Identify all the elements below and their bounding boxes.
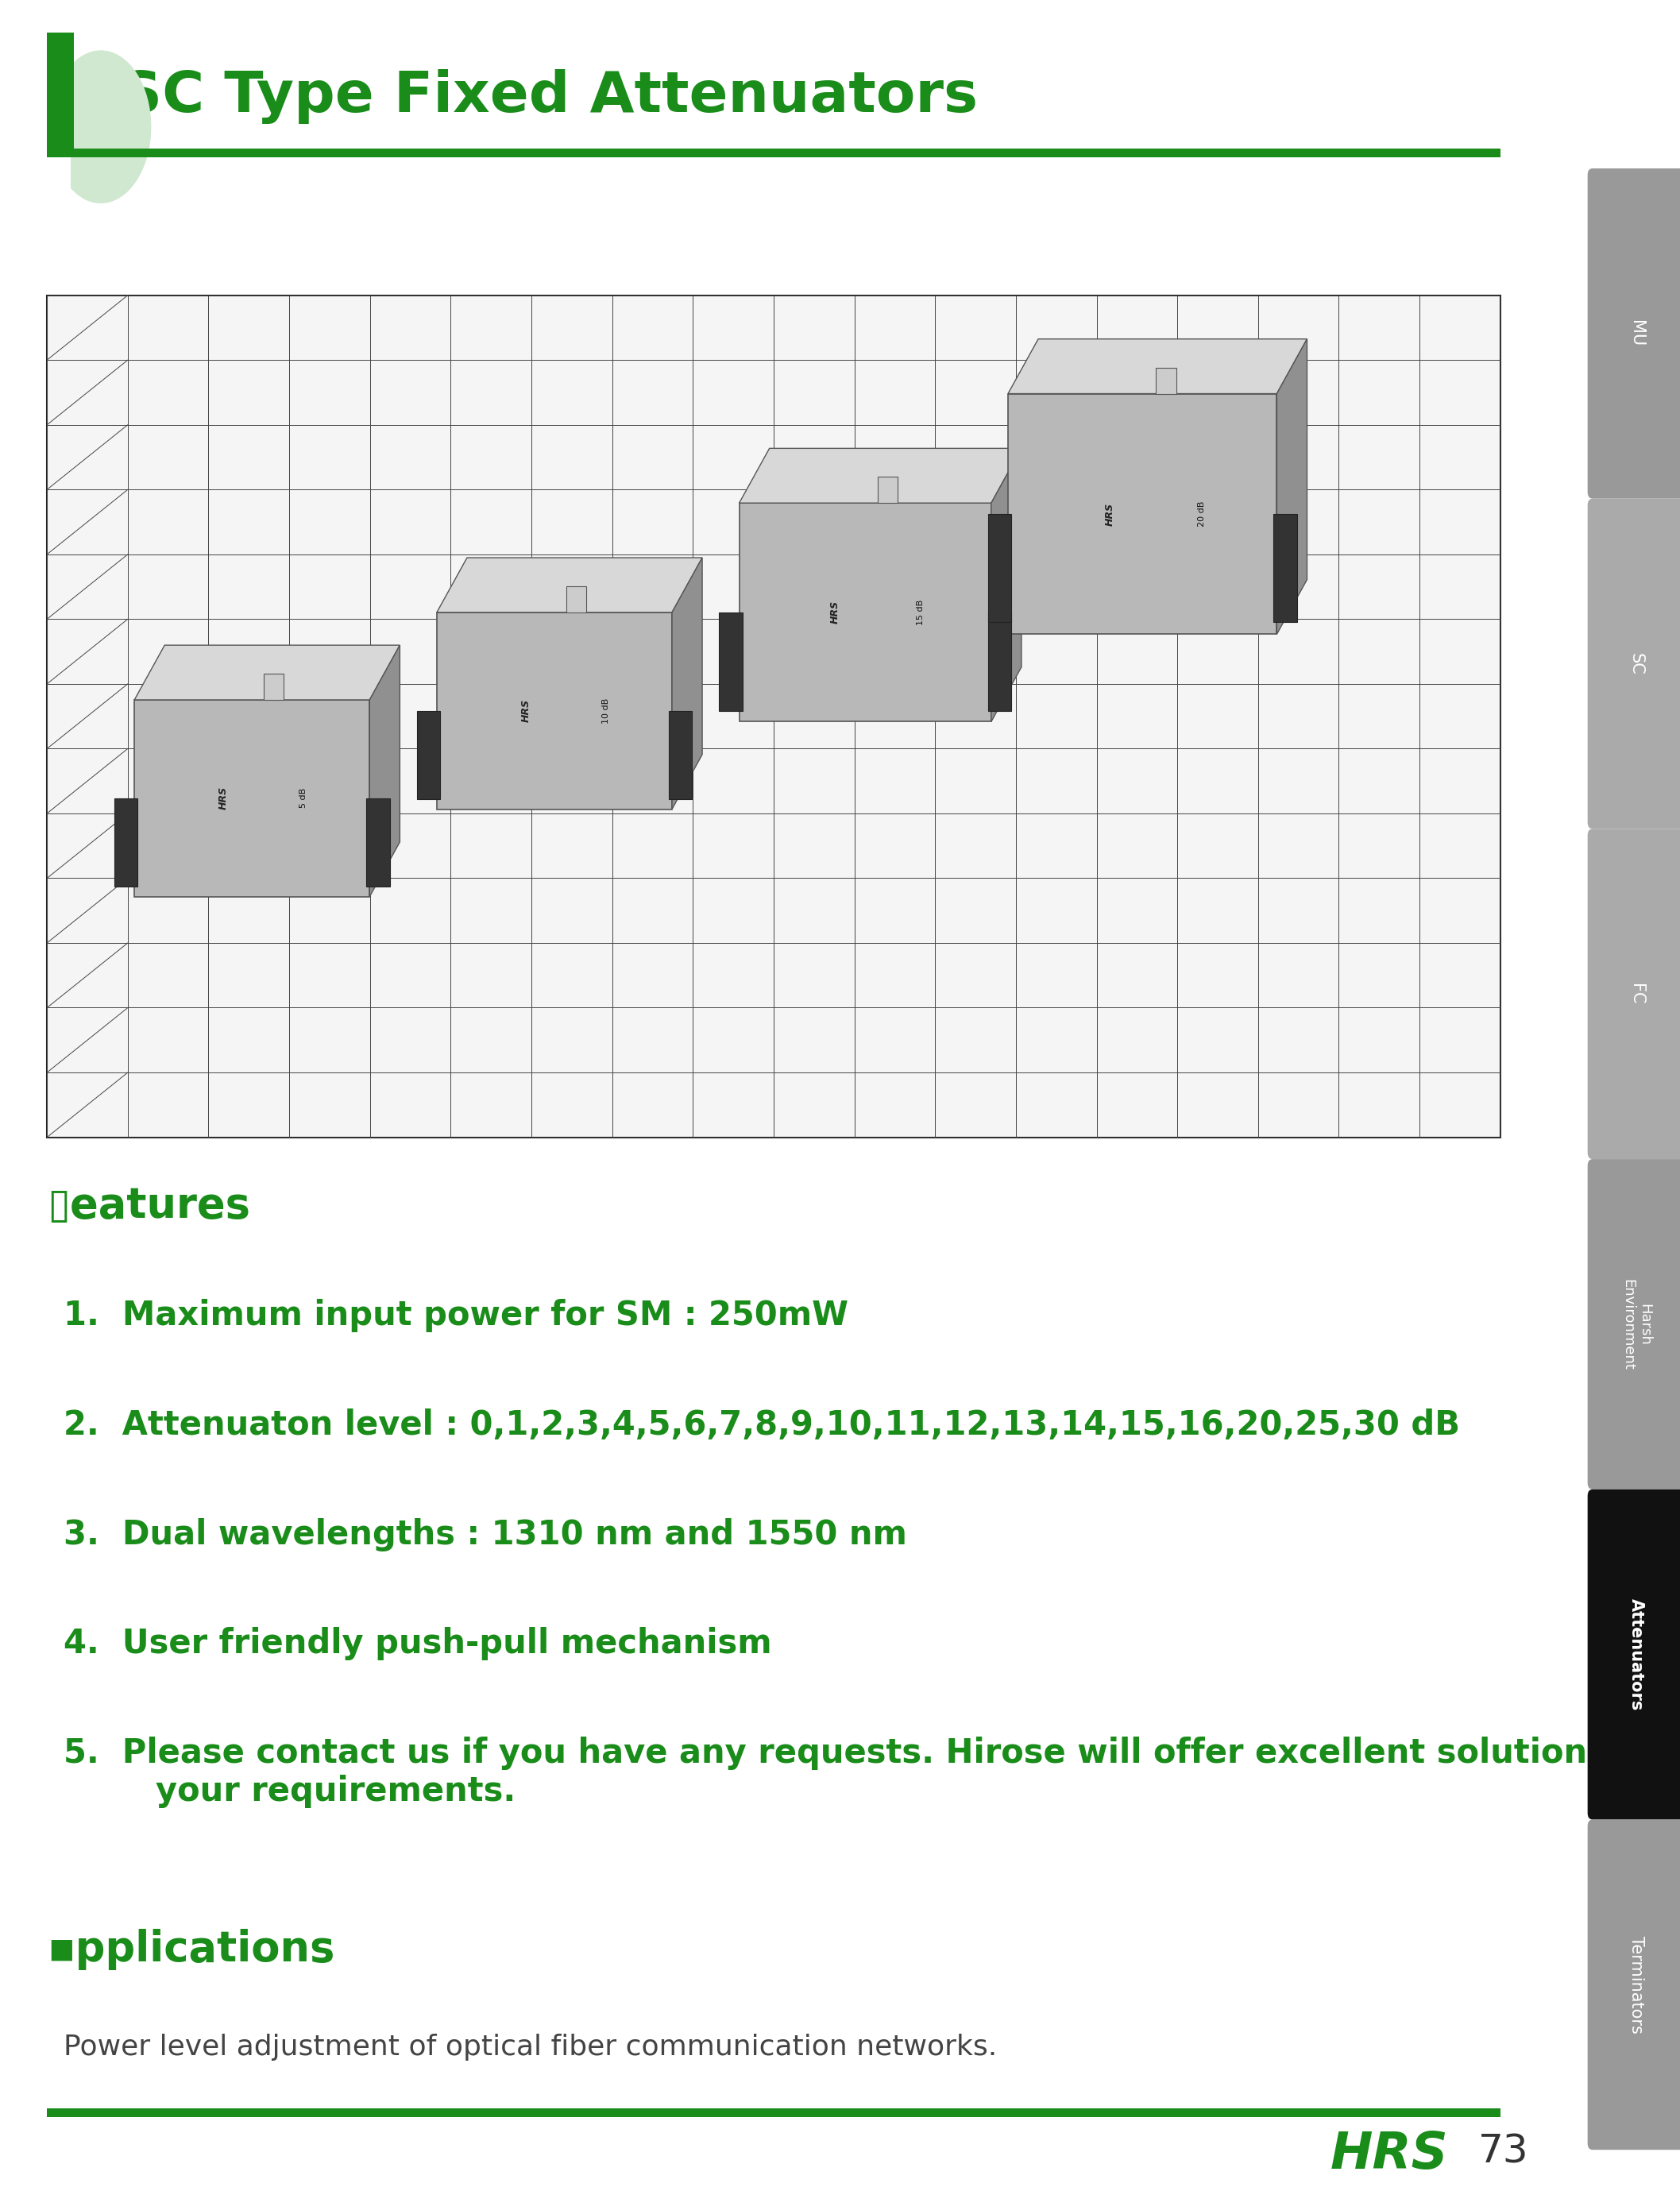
Text: 4.  User friendly push-pull mechanism: 4. User friendly push-pull mechanism xyxy=(64,1627,773,1660)
Bar xyxy=(1008,394,1277,634)
Text: ▪pplications: ▪pplications xyxy=(47,1929,334,1970)
Polygon shape xyxy=(1277,339,1307,634)
Text: HRS: HRS xyxy=(218,787,228,809)
Bar xyxy=(134,700,370,897)
Text: 15 dB: 15 dB xyxy=(917,599,924,625)
Bar xyxy=(739,503,991,722)
Polygon shape xyxy=(1008,339,1307,394)
Bar xyxy=(47,33,74,153)
FancyBboxPatch shape xyxy=(1588,168,1680,499)
FancyBboxPatch shape xyxy=(1588,1159,1680,1489)
Ellipse shape xyxy=(50,50,151,203)
Bar xyxy=(114,798,138,888)
Text: Power level adjustment of optical fiber communication networks.: Power level adjustment of optical fiber … xyxy=(64,2034,998,2060)
Polygon shape xyxy=(134,645,400,700)
Polygon shape xyxy=(991,448,1021,722)
Text: 73: 73 xyxy=(1478,2132,1529,2170)
Polygon shape xyxy=(437,558,702,612)
Bar xyxy=(47,2108,1500,2117)
Text: FC: FC xyxy=(1628,984,1645,1004)
Bar xyxy=(566,586,586,612)
Text: 5 dB: 5 dB xyxy=(299,787,307,809)
Bar xyxy=(1156,367,1176,394)
Bar xyxy=(47,295,1500,1137)
Text: HRS: HRS xyxy=(1331,2130,1448,2180)
FancyBboxPatch shape xyxy=(1588,1489,1680,1820)
Text: 3.  Dual wavelengths : 1310 nm and 1550 nm: 3. Dual wavelengths : 1310 nm and 1550 n… xyxy=(64,1518,907,1551)
FancyBboxPatch shape xyxy=(1588,499,1680,829)
Bar xyxy=(1273,514,1297,621)
Bar xyxy=(366,798,390,888)
Bar xyxy=(669,711,692,798)
Polygon shape xyxy=(672,558,702,809)
Bar xyxy=(0,0,71,219)
Text: 10 dB: 10 dB xyxy=(601,698,610,724)
Text: Harsh
Environment: Harsh Environment xyxy=(1621,1279,1651,1369)
Text: ▯eatures: ▯eatures xyxy=(47,1185,250,1227)
Text: 20 dB: 20 dB xyxy=(1198,501,1206,527)
Text: SC: SC xyxy=(1628,652,1645,676)
Text: 1.  Maximum input power for SM : 250mW: 1. Maximum input power for SM : 250mW xyxy=(64,1299,848,1332)
FancyBboxPatch shape xyxy=(1588,1820,1680,2150)
Bar xyxy=(264,674,284,700)
Bar xyxy=(877,477,897,503)
Text: Attenuators: Attenuators xyxy=(1628,1599,1645,1710)
Text: 5.  Please contact us if you have any requests. Hirose will offer excellent solu: 5. Please contact us if you have any req… xyxy=(64,1736,1680,1809)
Text: HRS: HRS xyxy=(1105,503,1116,525)
Bar xyxy=(437,612,672,809)
Bar xyxy=(988,612,1011,711)
Polygon shape xyxy=(739,448,1021,503)
Text: 2.  Attenuaton level : 0,1,2,3,4,5,6,7,8,9,10,11,12,13,14,15,16,20,25,30 dB: 2. Attenuaton level : 0,1,2,3,4,5,6,7,8,… xyxy=(64,1408,1460,1441)
Text: Terminators: Terminators xyxy=(1628,1935,1645,2034)
Text: HRS: HRS xyxy=(830,601,840,623)
Bar xyxy=(47,149,1500,157)
Text: HRS: HRS xyxy=(521,700,531,722)
Bar xyxy=(988,514,1011,621)
Text: SC Type Fixed Attenuators: SC Type Fixed Attenuators xyxy=(121,68,978,125)
Text: MU: MU xyxy=(1628,319,1645,348)
Bar xyxy=(719,612,743,711)
Bar xyxy=(417,711,440,798)
FancyBboxPatch shape xyxy=(1588,829,1680,1159)
Polygon shape xyxy=(370,645,400,897)
